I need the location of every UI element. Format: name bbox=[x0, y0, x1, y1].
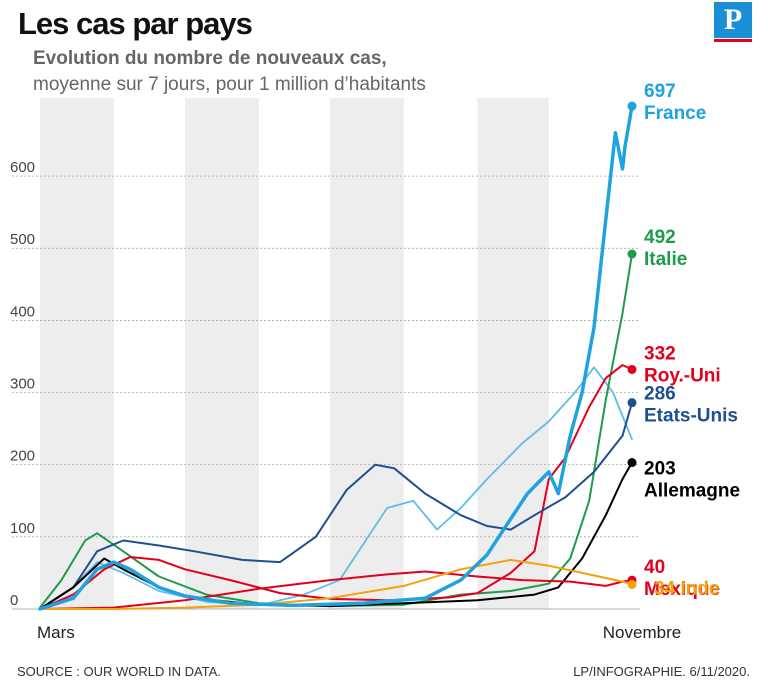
series-name-allemagne: Allemagne bbox=[644, 481, 740, 502]
end-value-roy-uni: 332 bbox=[644, 343, 676, 364]
series-name-etats-unis: Etats-Unis bbox=[644, 406, 738, 427]
x-tick-label: Novembre bbox=[603, 623, 681, 642]
brand-logo: P bbox=[714, 2, 752, 42]
series-name-mexique: Mexique bbox=[644, 579, 720, 600]
chart-subtitle: Evolution du nombre de nouveaux cas, bbox=[33, 48, 387, 69]
end-value-france: 697 bbox=[644, 81, 676, 102]
end-label-inde: 34 Inde bbox=[654, 578, 719, 599]
y-tick-label: 200 bbox=[10, 448, 35, 465]
y-tick-label: 500 bbox=[10, 231, 35, 248]
series-line-france bbox=[38, 104, 634, 611]
y-tick-label: 300 bbox=[10, 376, 35, 393]
series-name-roy-uni: Roy.-Uni bbox=[644, 365, 721, 386]
series-name-italie: Italie bbox=[644, 249, 687, 270]
month-band bbox=[185, 98, 259, 609]
end-point-etats-unis bbox=[627, 398, 637, 408]
y-tick-label: 0 bbox=[10, 592, 18, 609]
end-point-allemagne bbox=[627, 458, 637, 468]
credit-note: LP/INFOGRAPHIE. 6/11/2020. bbox=[573, 664, 750, 679]
month-band bbox=[330, 98, 404, 609]
end-value-allemagne: 203 bbox=[644, 459, 676, 480]
end-point-italie bbox=[627, 249, 637, 259]
end-value-italie: 492 bbox=[644, 227, 676, 248]
month-band bbox=[40, 98, 114, 609]
month-band bbox=[477, 98, 549, 609]
y-tick-label: 600 bbox=[10, 159, 35, 176]
y-tick-label: 100 bbox=[10, 520, 35, 537]
series-line-inde bbox=[39, 558, 633, 610]
source-note: SOURCE : OUR WORLD IN DATA. bbox=[17, 664, 221, 679]
end-point-france bbox=[627, 101, 637, 111]
series-name-france: France bbox=[644, 103, 706, 124]
chart-subtitle-line-2: moyenne sur 7 jours, pour 1 million d’ha… bbox=[33, 74, 426, 95]
y-tick-label: 400 bbox=[10, 303, 35, 320]
end-point-roy-uni bbox=[627, 364, 637, 374]
series-line-etats-unis bbox=[39, 401, 633, 610]
logo-letter: P bbox=[723, 3, 743, 36]
series-line-mexique bbox=[39, 570, 633, 610]
end-value-mexique: 40 bbox=[644, 557, 665, 578]
series-line bbox=[39, 366, 633, 610]
chart-title: Les cas par pays bbox=[18, 6, 253, 41]
end-point-inde bbox=[627, 579, 637, 589]
end-value-etats-unis: 286 bbox=[644, 384, 676, 405]
x-tick-label: Mars bbox=[37, 623, 75, 642]
